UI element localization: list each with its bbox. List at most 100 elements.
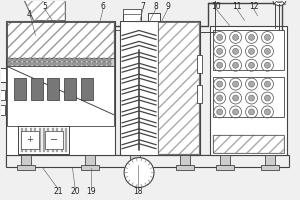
Circle shape [68,62,71,66]
Circle shape [232,109,238,115]
Circle shape [32,62,37,66]
Bar [158,22,199,154]
Bar [262,165,279,170]
Bar [6,21,115,155]
Circle shape [217,81,223,87]
Bar [7,58,114,66]
Bar [211,27,286,154]
Circle shape [38,62,41,66]
Bar [47,78,59,100]
Circle shape [13,62,16,66]
Circle shape [82,62,86,66]
Bar [123,9,141,14]
Circle shape [97,58,101,62]
Bar [38,128,40,152]
Circle shape [217,34,223,40]
Bar [126,165,144,170]
Bar [56,128,58,152]
Text: −: − [50,135,59,145]
Circle shape [265,34,270,40]
Bar [7,66,114,126]
Bar [30,128,32,152]
Bar [47,128,50,152]
Bar [0,90,5,100]
Circle shape [22,62,27,66]
Circle shape [265,95,270,101]
Circle shape [265,109,270,115]
Circle shape [57,58,62,62]
Circle shape [28,62,31,66]
Circle shape [232,34,238,40]
Bar [81,78,93,100]
Circle shape [102,58,106,62]
Circle shape [8,58,12,62]
Polygon shape [24,0,65,21]
Bar [18,126,69,154]
Bar [34,128,36,152]
Circle shape [18,58,22,62]
Bar [213,30,284,70]
Bar [14,78,26,100]
Bar [25,128,27,152]
Circle shape [92,58,96,62]
Bar [148,13,160,21]
Circle shape [38,58,41,62]
Circle shape [52,62,56,66]
Bar [85,155,95,165]
Circle shape [102,62,106,66]
Bar [16,165,34,170]
Text: +: + [26,135,33,144]
Bar [213,135,284,153]
Circle shape [217,109,223,115]
Bar [210,26,287,155]
Bar [0,68,6,82]
Bar [0,105,5,115]
Text: 5: 5 [42,2,47,11]
Bar [197,85,202,103]
Bar [7,22,114,59]
Bar [31,78,43,100]
Circle shape [22,58,27,62]
Circle shape [232,95,238,101]
Circle shape [217,48,223,54]
Bar [120,21,200,155]
Text: 4: 4 [26,10,31,19]
Text: 10: 10 [211,2,220,11]
Bar [266,155,275,165]
Bar [46,131,63,149]
Circle shape [232,62,238,68]
Bar [6,155,290,167]
Circle shape [72,58,76,62]
Bar [130,155,140,165]
Bar [220,155,230,165]
Bar [7,22,114,59]
Bar [197,55,202,73]
Circle shape [62,62,66,66]
Circle shape [248,62,254,68]
Circle shape [43,62,46,66]
Circle shape [57,62,62,66]
Text: 20: 20 [70,187,80,196]
Bar [43,128,45,152]
Bar [123,9,141,21]
Bar [64,78,76,100]
Bar [21,131,38,149]
Circle shape [248,81,254,87]
Bar [61,128,63,152]
Circle shape [87,58,91,62]
Text: 21: 21 [54,187,63,196]
Circle shape [272,0,286,6]
Text: 8: 8 [154,2,158,11]
Bar [213,135,284,153]
Circle shape [47,58,52,62]
Circle shape [77,62,81,66]
Circle shape [265,81,270,87]
Text: 18: 18 [133,187,143,196]
Bar [180,155,190,165]
Bar [158,22,199,154]
Circle shape [52,58,56,62]
Circle shape [82,58,86,62]
Circle shape [248,109,254,115]
Text: 6: 6 [101,2,106,11]
Circle shape [217,95,223,101]
